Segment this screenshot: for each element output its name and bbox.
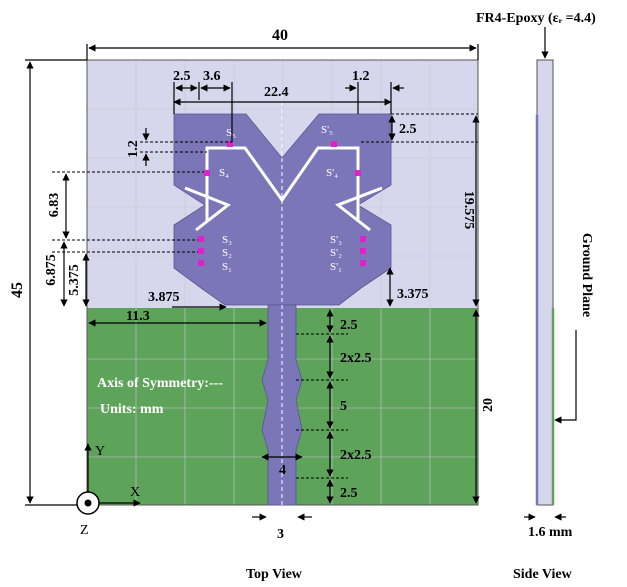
axis-z-label: Z [80, 523, 89, 538]
dim-feed-5: 5 [340, 399, 347, 414]
switch-s4 [204, 170, 210, 176]
dim-3-875: 3.875 [148, 290, 180, 305]
dim-1-2-left: 1.2 [126, 140, 141, 158]
label-s2: S₂ [222, 247, 232, 259]
label-s5p: S'₅ [321, 124, 333, 136]
switch-s1 [198, 260, 204, 266]
dim-ground-20: 20 [481, 398, 496, 412]
label-s4: S₄ [219, 167, 229, 179]
dim-19-575: 19.575 [461, 191, 476, 230]
dim-6-875: 6.875 [44, 254, 59, 286]
label-s1: S₁ [222, 261, 232, 273]
side-substrate [536, 59, 554, 506]
axis-x-label: X [130, 485, 140, 500]
slot-line [334, 186, 383, 232]
dim-feed-2-5-a: 2.5 [340, 318, 358, 333]
dim-3-6: 3.6 [203, 69, 221, 84]
dim-5-375: 5.375 [67, 264, 82, 296]
switch-s3 [198, 236, 204, 242]
dim-6-83: 6.83 [47, 193, 62, 218]
ground-plane-label: Ground Plane [579, 233, 594, 317]
switch-s5 [227, 141, 233, 147]
coordinate-axes [76, 443, 141, 515]
dim-height: 45 [9, 282, 26, 298]
switch-s2p [360, 248, 366, 254]
switch-s4p [355, 170, 361, 176]
dim-feed-3: 3 [277, 527, 284, 542]
label-s1p: S'₁ [330, 261, 342, 273]
dim-2-5-top-left: 2.5 [173, 69, 191, 84]
axis-of-symmetry-label: Axis of Symmetry:--- [97, 376, 223, 391]
switches [198, 141, 366, 266]
dim-feed-2-5-b: 2.5 [340, 486, 358, 501]
label-s3p: S'₃ [330, 234, 342, 246]
dim-feed-2x2-5-a: 2x2.5 [340, 351, 372, 366]
dim-2-5-right: 2.5 [399, 122, 417, 137]
dim-11-3: 11.3 [126, 309, 150, 324]
dim-22-4: 22.4 [264, 85, 289, 100]
dim-feed-4: 4 [279, 463, 286, 478]
units-label: Units: mm [100, 402, 164, 417]
label-s4p: S'₄ [326, 167, 338, 179]
dim-3-375: 3.375 [397, 287, 429, 302]
axis-y-label: Y [95, 444, 105, 459]
dim-thickness: 1.6 mm [528, 525, 573, 540]
label-s2p: S'₂ [330, 247, 342, 259]
switch-s2 [198, 248, 204, 254]
material-label: FR4-Epoxy (εᵣ =4.4) [476, 11, 596, 26]
slot-line [184, 186, 231, 232]
switch-s1p [360, 260, 366, 266]
switch-s3p [360, 236, 366, 242]
switch-s5p [331, 141, 337, 147]
dim-width: 40 [272, 27, 288, 44]
label-s5: S₅ [226, 127, 236, 139]
label-s3: S₃ [222, 234, 232, 246]
dim-feed-2x2-5-b: 2x2.5 [340, 448, 372, 463]
side-view-caption: Side View [513, 567, 573, 582]
dim-1-2-top-right: 1.2 [352, 69, 370, 84]
top-view-caption: Top View [246, 567, 303, 582]
